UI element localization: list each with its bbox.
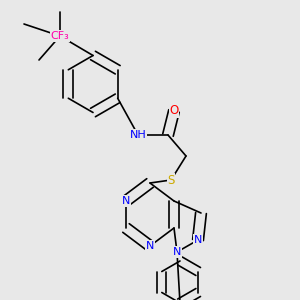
Text: N: N bbox=[146, 241, 154, 251]
Text: S: S bbox=[167, 173, 175, 187]
Text: NH: NH bbox=[130, 130, 146, 140]
Text: O: O bbox=[169, 104, 178, 118]
Text: N: N bbox=[173, 247, 181, 257]
Text: CF₃: CF₃ bbox=[51, 31, 69, 41]
Text: N: N bbox=[122, 196, 130, 206]
Text: N: N bbox=[194, 235, 202, 245]
